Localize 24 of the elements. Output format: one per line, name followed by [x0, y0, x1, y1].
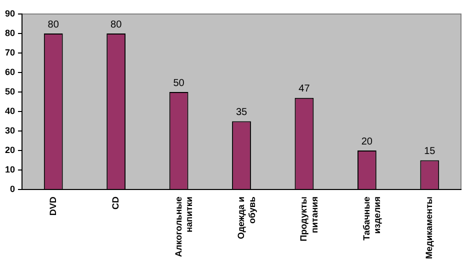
y-tick-label: 30 — [4, 126, 16, 136]
data-label: 20 — [361, 136, 373, 148]
x-tick-label: DVD — [48, 196, 58, 216]
y-tick-label: 70 — [4, 47, 16, 58]
x-tick-label: Алкогольные напитки — [173, 196, 194, 257]
y-tick-label: 0 — [10, 184, 16, 194]
x-tick-label: Медикаменты — [424, 196, 434, 259]
y-tick-label: 40 — [4, 106, 16, 116]
x-tick-label: Одежда и обувь — [236, 196, 257, 240]
data-label: 50 — [173, 78, 185, 89]
y-tick-label: 90 — [4, 8, 16, 18]
y-tick-label: 10 — [4, 164, 16, 175]
data-label: 80 — [110, 19, 122, 30]
x-tick-label: Табачные изделия — [361, 196, 382, 241]
y-tick-label: 50 — [4, 86, 16, 97]
data-label: 15 — [424, 146, 436, 158]
data-label: 47 — [298, 84, 310, 95]
y-tick-label: 20 — [4, 145, 16, 156]
data-label: 35 — [236, 107, 248, 118]
data-label: 80 — [48, 19, 60, 30]
x-tick-label: CD — [110, 196, 121, 210]
x-tick-label: Продукты питания — [298, 196, 320, 242]
y-tick-label: 60 — [4, 67, 16, 77]
y-tick-label: 80 — [4, 28, 16, 38]
